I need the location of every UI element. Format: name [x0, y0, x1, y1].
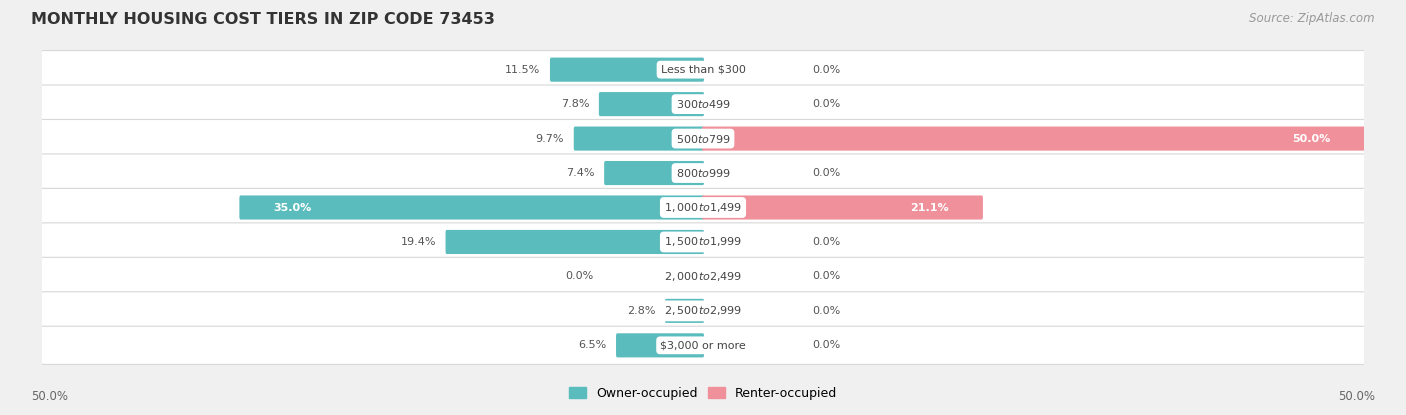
FancyBboxPatch shape — [599, 92, 704, 116]
FancyBboxPatch shape — [605, 161, 704, 185]
FancyBboxPatch shape — [41, 223, 1365, 261]
Text: $1,500 to $1,999: $1,500 to $1,999 — [664, 235, 742, 249]
Text: $2,500 to $2,999: $2,500 to $2,999 — [664, 304, 742, 317]
Text: 50.0%: 50.0% — [1292, 134, 1330, 144]
Text: 0.0%: 0.0% — [813, 99, 841, 109]
Text: 0.0%: 0.0% — [813, 306, 841, 316]
Text: MONTHLY HOUSING COST TIERS IN ZIP CODE 73453: MONTHLY HOUSING COST TIERS IN ZIP CODE 7… — [31, 12, 495, 27]
Text: 21.1%: 21.1% — [910, 203, 949, 212]
FancyBboxPatch shape — [446, 230, 704, 254]
FancyBboxPatch shape — [616, 333, 704, 357]
Text: 50.0%: 50.0% — [31, 390, 67, 403]
Text: 7.8%: 7.8% — [561, 99, 589, 109]
Text: Source: ZipAtlas.com: Source: ZipAtlas.com — [1250, 12, 1375, 25]
Text: 7.4%: 7.4% — [567, 168, 595, 178]
Text: 0.0%: 0.0% — [565, 271, 593, 281]
FancyBboxPatch shape — [239, 195, 704, 220]
Text: $500 to $799: $500 to $799 — [675, 132, 731, 144]
FancyBboxPatch shape — [574, 127, 704, 151]
Text: 6.5%: 6.5% — [578, 340, 606, 350]
Text: 2.8%: 2.8% — [627, 306, 655, 316]
Text: 0.0%: 0.0% — [813, 237, 841, 247]
FancyBboxPatch shape — [41, 326, 1365, 364]
Text: $3,000 or more: $3,000 or more — [661, 340, 745, 350]
Text: 0.0%: 0.0% — [813, 340, 841, 350]
Text: 19.4%: 19.4% — [401, 237, 436, 247]
FancyBboxPatch shape — [702, 127, 1365, 151]
Text: $2,000 to $2,499: $2,000 to $2,499 — [664, 270, 742, 283]
Text: $800 to $999: $800 to $999 — [675, 167, 731, 179]
FancyBboxPatch shape — [41, 120, 1365, 158]
Text: 9.7%: 9.7% — [536, 134, 564, 144]
FancyBboxPatch shape — [550, 58, 704, 82]
Legend: Owner-occupied, Renter-occupied: Owner-occupied, Renter-occupied — [564, 382, 842, 405]
FancyBboxPatch shape — [41, 154, 1365, 192]
Text: 35.0%: 35.0% — [273, 203, 312, 212]
Text: 0.0%: 0.0% — [813, 271, 841, 281]
FancyBboxPatch shape — [665, 299, 704, 323]
FancyBboxPatch shape — [702, 195, 983, 220]
Text: $300 to $499: $300 to $499 — [675, 98, 731, 110]
Text: Less than $300: Less than $300 — [661, 65, 745, 75]
FancyBboxPatch shape — [41, 85, 1365, 123]
Text: 0.0%: 0.0% — [813, 65, 841, 75]
Text: 0.0%: 0.0% — [813, 168, 841, 178]
Text: 11.5%: 11.5% — [505, 65, 540, 75]
FancyBboxPatch shape — [41, 51, 1365, 89]
Text: $1,000 to $1,499: $1,000 to $1,499 — [664, 201, 742, 214]
FancyBboxPatch shape — [41, 188, 1365, 227]
FancyBboxPatch shape — [41, 257, 1365, 295]
FancyBboxPatch shape — [41, 292, 1365, 330]
Text: 50.0%: 50.0% — [1339, 390, 1375, 403]
